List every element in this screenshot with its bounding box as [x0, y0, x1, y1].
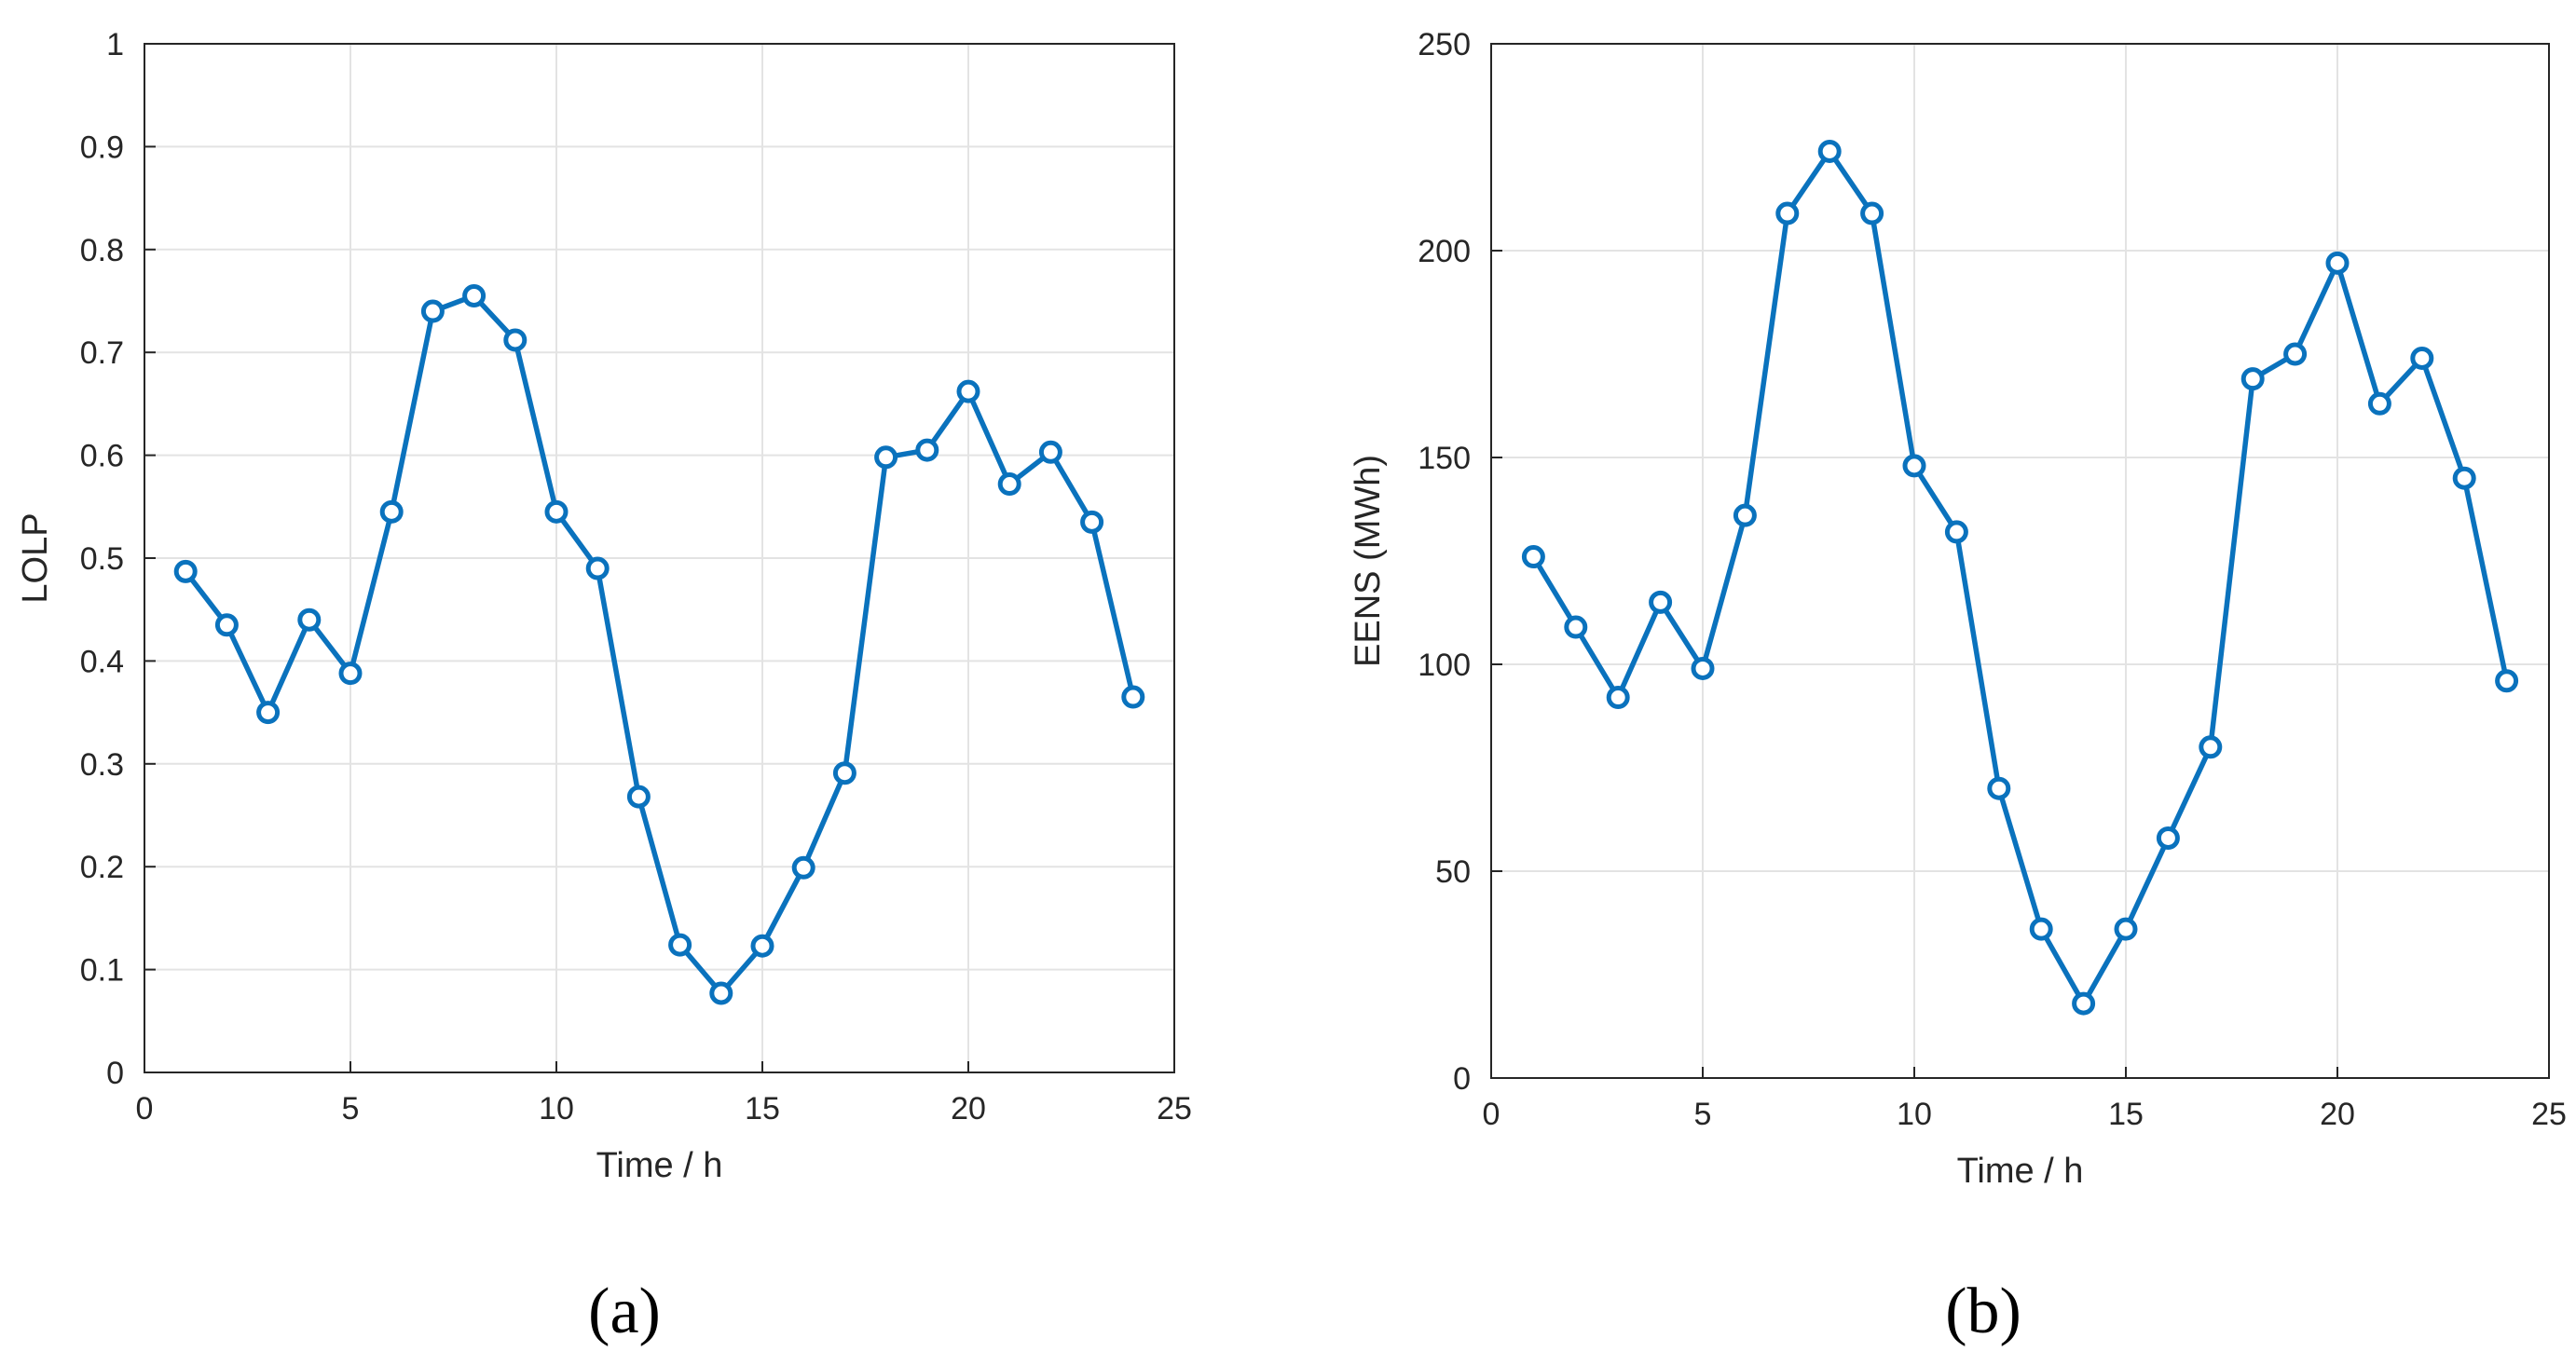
data-point — [1564, 615, 1588, 639]
data-point — [874, 445, 898, 470]
data-point — [297, 607, 322, 632]
data-point — [668, 933, 692, 957]
x-axis-label: Time / h — [596, 1146, 723, 1185]
data-point — [2029, 917, 2053, 941]
data-point — [1775, 201, 1800, 225]
data-point — [256, 701, 281, 725]
y-tick-label: 0.1 — [80, 953, 124, 989]
data-point — [626, 785, 651, 809]
x-tick-label: 0 — [136, 1091, 154, 1126]
data-point — [173, 559, 198, 583]
data-point — [214, 613, 239, 637]
data-point — [1944, 520, 1968, 544]
x-tick-label: 15 — [2108, 1097, 2144, 1132]
data-point — [709, 981, 733, 1005]
y-tick-label: 0.6 — [80, 439, 124, 474]
data-point — [791, 855, 815, 880]
data-point — [832, 761, 856, 785]
x-tick-label: 10 — [539, 1091, 574, 1126]
data-point — [2199, 735, 2223, 759]
y-tick-label: 0.9 — [80, 130, 124, 165]
data-point — [1080, 510, 1104, 534]
x-tick-label: 20 — [951, 1091, 986, 1126]
data-point — [1987, 776, 2011, 800]
y-tick-label: 100 — [1418, 648, 1471, 683]
data-point — [956, 379, 980, 403]
x-tick-label: 10 — [1897, 1097, 1932, 1132]
y-tick-label: 0.5 — [80, 541, 124, 577]
y-tick-label: 0 — [106, 1056, 124, 1091]
data-point — [2114, 917, 2138, 941]
data-point — [585, 556, 610, 580]
x-tick-label: 5 — [342, 1091, 360, 1126]
y-tick-label: 0.7 — [80, 335, 124, 371]
data-point — [750, 934, 774, 958]
data-point — [1817, 139, 1842, 163]
data-point — [1902, 454, 1926, 478]
data-point — [1733, 503, 1757, 527]
data-point — [2156, 826, 2180, 850]
y-axis-label: LOLP — [16, 512, 55, 603]
chart-eens: 0 5 10 15 20 25 0 50 100 150 200 250 Time / h EENS… — [1349, 27, 2567, 1347]
data-point — [2325, 251, 2350, 275]
data-point — [1606, 686, 1630, 710]
data-point — [2452, 466, 2476, 490]
data-point — [2367, 391, 2391, 416]
data-point — [997, 472, 1021, 497]
data-point — [544, 499, 569, 524]
y-tick-label: 200 — [1418, 234, 1471, 269]
data-point — [1691, 656, 1715, 680]
y-axis-ticks: 0 0.1 0.2 0.3 0.4 0.5 0.6 0.7 0.8 0.9 1 — [80, 27, 156, 1091]
x-tick-label: 25 — [2531, 1097, 2567, 1132]
data-point — [2410, 346, 2434, 370]
x-tick-label: 20 — [2320, 1097, 2355, 1132]
data-point — [2072, 991, 2096, 1016]
x-tick-label: 0 — [1483, 1097, 1500, 1132]
data-point — [1649, 590, 1673, 614]
y-tick-label: 0.3 — [80, 747, 124, 783]
x-axis-ticks: 0 5 10 15 20 25 — [1483, 1067, 2567, 1132]
data-point — [1860, 201, 1884, 225]
y-axis-ticks: 0 50 100 150 200 250 — [1418, 27, 1502, 1097]
data-point — [338, 662, 363, 686]
chart-lolp: 0 5 10 15 20 25 0 0.1 0.2 0.3 0.4 0.5 0.6 0.7 0.8 0.9 1… — [16, 27, 1192, 1347]
data-point — [915, 438, 939, 462]
x-tick-label: 15 — [745, 1091, 780, 1126]
panel-caption: (a) — [588, 1276, 661, 1347]
data-point — [1521, 545, 1545, 569]
data-point — [2240, 367, 2265, 391]
data-point — [1038, 440, 1062, 464]
y-tick-label: 0 — [1453, 1061, 1471, 1097]
y-axis-label: EENS (MWh) — [1349, 455, 1388, 667]
series-line — [1531, 148, 2510, 1006]
panel-caption: (b) — [1945, 1276, 2021, 1347]
y-tick-label: 0.8 — [80, 233, 124, 268]
x-axis-label: Time / h — [1957, 1152, 2084, 1191]
data-point — [2283, 342, 2308, 366]
data-point — [420, 299, 445, 323]
series-group — [173, 283, 1145, 1005]
x-tick-label: 5 — [1694, 1097, 1712, 1132]
data-point — [462, 283, 486, 307]
data-point — [379, 499, 404, 524]
series-group — [1521, 139, 2519, 1016]
data-point — [2495, 669, 2519, 693]
y-tick-label: 0.4 — [80, 644, 124, 679]
x-tick-label: 25 — [1157, 1091, 1192, 1126]
data-point — [1121, 685, 1145, 709]
x-axis-ticks: 0 5 10 15 20 25 — [136, 1061, 1192, 1126]
y-tick-label: 1 — [106, 27, 124, 62]
plot-frame — [1490, 43, 2550, 1079]
y-tick-label: 50 — [1435, 854, 1471, 890]
data-point — [503, 328, 528, 352]
y-tick-label: 0.2 — [80, 850, 124, 885]
y-tick-label: 250 — [1418, 27, 1471, 62]
y-tick-label: 150 — [1418, 441, 1471, 476]
